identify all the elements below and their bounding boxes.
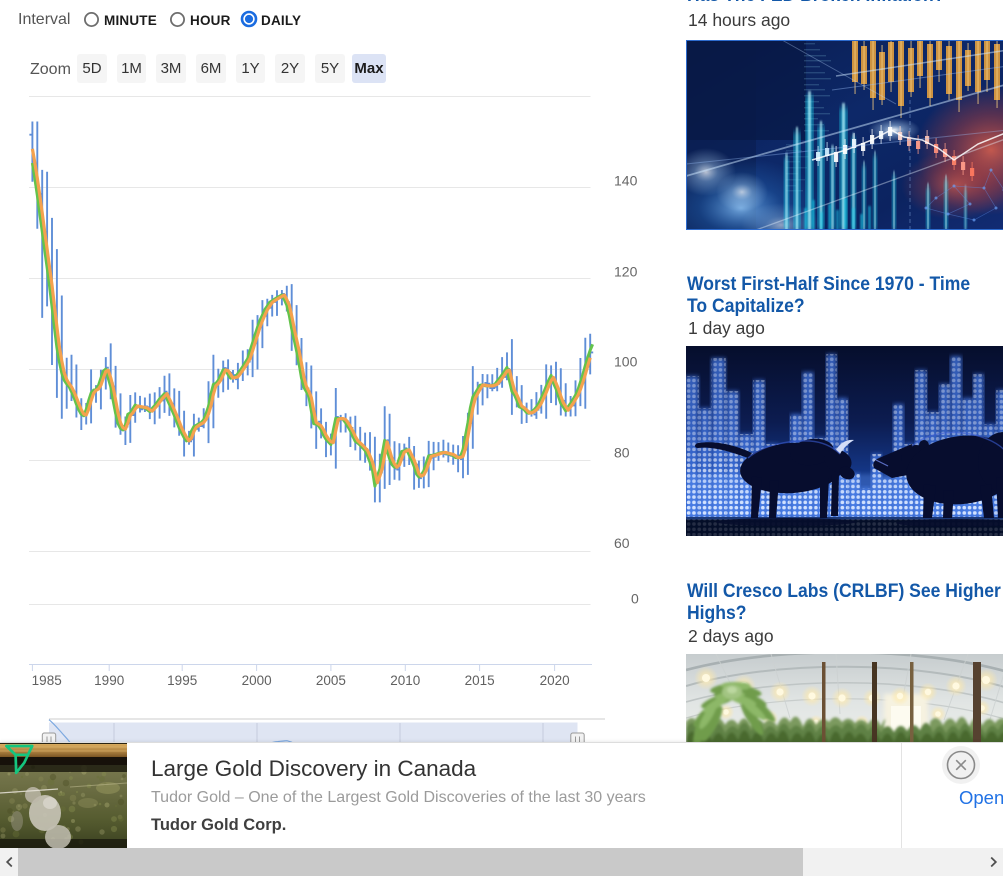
svg-text:140: 140 xyxy=(614,173,638,189)
svg-text:100: 100 xyxy=(614,354,638,370)
svg-text:1990: 1990 xyxy=(94,673,124,688)
svg-text:60: 60 xyxy=(614,535,630,551)
svg-text:1995: 1995 xyxy=(167,673,197,688)
svg-text:2010: 2010 xyxy=(390,673,420,688)
svg-text:120: 120 xyxy=(614,264,638,280)
svg-text:80: 80 xyxy=(614,445,630,461)
svg-text:2005: 2005 xyxy=(316,673,346,688)
svg-text:2015: 2015 xyxy=(465,673,495,688)
svg-text:0: 0 xyxy=(631,591,639,607)
svg-text:1985: 1985 xyxy=(32,673,62,688)
svg-text:2000: 2000 xyxy=(242,673,272,688)
svg-text:2020: 2020 xyxy=(540,673,570,688)
